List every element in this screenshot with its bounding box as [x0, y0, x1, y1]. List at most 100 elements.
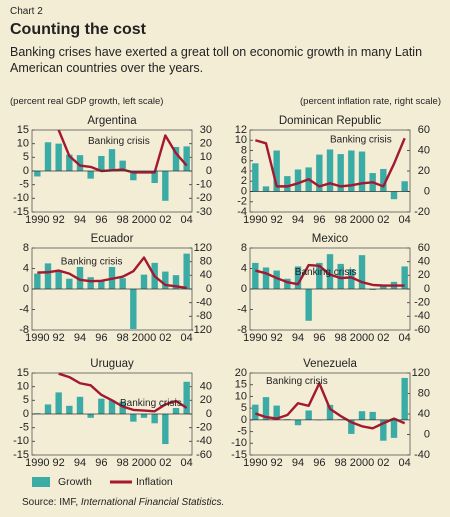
growth-bar — [130, 289, 137, 329]
x-tick-label: 98 — [117, 457, 129, 469]
growth-bar — [294, 169, 302, 192]
x-tick-label: 92 — [271, 332, 283, 344]
y2-tick-label: 40 — [418, 144, 430, 156]
y2-tick-label: -40 — [414, 310, 430, 322]
growth-bar — [284, 176, 291, 192]
panel-title: Uruguay — [90, 358, 134, 370]
subtitle: Banking crises have exerted a great toll… — [10, 45, 423, 75]
y-tick-label: -2 — [237, 196, 247, 208]
annotation: Banking crisis — [330, 134, 392, 145]
growth-bar — [119, 278, 126, 289]
x-tick-label: 1990 — [243, 332, 267, 344]
y2-tick-label: 0 — [206, 165, 212, 177]
y2-tick-label: -20 — [414, 206, 430, 218]
growth-bar — [34, 171, 41, 177]
y-tick-label: -8 — [237, 324, 247, 336]
y2-tick-label: -60 — [196, 449, 212, 461]
y2-tick-label: 120 — [194, 242, 212, 254]
growth-bar — [87, 277, 94, 289]
y2-tick-label: 80 — [200, 256, 212, 268]
y2-tick-label: -20 — [414, 297, 430, 309]
growth-bar — [262, 397, 270, 420]
x-tick-label: 04 — [181, 332, 193, 344]
y-tick-label: -10 — [13, 192, 29, 204]
x-tick-label: 92 — [271, 457, 283, 469]
chart-label: Chart 2 — [10, 6, 43, 17]
growth-bar — [98, 398, 105, 414]
y2-tick-label: -120 — [190, 324, 212, 336]
y-tick-label: 0 — [23, 165, 29, 177]
x-tick-label: 92 — [53, 332, 65, 344]
y-tick-label: -5 — [19, 179, 29, 191]
growth-bar — [162, 171, 169, 201]
x-tick-label: 02 — [377, 214, 389, 226]
growth-bar — [390, 419, 398, 438]
inflation-line — [57, 129, 188, 174]
y-tick-label: 8 — [241, 242, 247, 254]
x-tick-label: 96 — [95, 332, 107, 344]
growth-bar — [183, 146, 190, 171]
panel-title: Mexico — [312, 233, 348, 245]
source: Source: IMF, International Financial Sta… — [22, 497, 224, 508]
y-tick-label: 0 — [23, 408, 29, 420]
growth-bar — [98, 155, 105, 171]
growth-bar — [44, 263, 52, 289]
panel-title: Argentina — [87, 115, 137, 127]
y-tick-label: 10 — [235, 390, 247, 402]
x-tick-label: 96 — [313, 214, 325, 226]
y-tick-label: 15 — [17, 124, 29, 136]
growth-bar — [130, 414, 137, 422]
growth-bar — [294, 266, 302, 289]
x-tick-label: 02 — [377, 332, 389, 344]
x-tick-label: 2000 — [132, 214, 156, 226]
growth-bar — [284, 278, 291, 289]
growth-bar — [273, 270, 280, 289]
growth-bar — [55, 270, 62, 289]
y2-tick-label: 20 — [418, 269, 430, 281]
y2-tick-label: 40 — [418, 408, 430, 420]
growth-bar — [98, 280, 105, 289]
x-tick-label: 2000 — [350, 214, 374, 226]
y2-tick-label: -40 — [196, 297, 212, 309]
growth-bar — [108, 400, 116, 414]
panel-title: Dominican Republic — [279, 115, 382, 127]
x-tick-label: 98 — [335, 332, 347, 344]
x-tick-label: 96 — [313, 332, 325, 344]
y2-tick-label: 10 — [200, 151, 212, 163]
y-tick-label: 10 — [235, 134, 247, 146]
x-tick-label: 94 — [74, 332, 86, 344]
x-tick-label: 2000 — [350, 457, 374, 469]
growth-bar — [130, 171, 137, 181]
y2-tick-label: 20 — [200, 138, 212, 150]
x-tick-label: 02 — [159, 332, 171, 344]
y2-tick-label: 80 — [418, 387, 430, 399]
x-tick-label: 96 — [313, 457, 325, 469]
x-tick-label: 92 — [271, 214, 283, 226]
x-tick-label: 94 — [292, 457, 304, 469]
legend-label: Growth — [58, 476, 92, 488]
growth-bar — [348, 150, 355, 192]
y-tick-label: 20 — [235, 367, 247, 379]
y-tick-label: 6 — [241, 155, 247, 167]
x-tick-label: 04 — [181, 457, 193, 469]
growth-bar — [76, 266, 84, 289]
growth-bar — [183, 253, 190, 289]
growth-bar — [252, 163, 259, 192]
growth-bar — [326, 404, 334, 420]
y-tick-label: 2 — [241, 175, 247, 187]
growth-bar — [66, 278, 73, 289]
title: Counting the cost — [10, 21, 146, 38]
source-title: International Financial Statistics. — [80, 497, 225, 508]
y-tick-label: -15 — [13, 206, 29, 218]
x-tick-label: 96 — [95, 457, 107, 469]
x-tick-label: 2000 — [132, 332, 156, 344]
growth-bar — [348, 419, 355, 434]
x-tick-label: 02 — [377, 457, 389, 469]
growth-bar — [305, 289, 312, 321]
growth-bar — [34, 273, 41, 289]
x-tick-label: 02 — [159, 214, 171, 226]
annotation: Banking crisis — [295, 267, 357, 278]
x-tick-label: 1990 — [243, 214, 267, 226]
y-tick-label: 4 — [241, 165, 247, 177]
